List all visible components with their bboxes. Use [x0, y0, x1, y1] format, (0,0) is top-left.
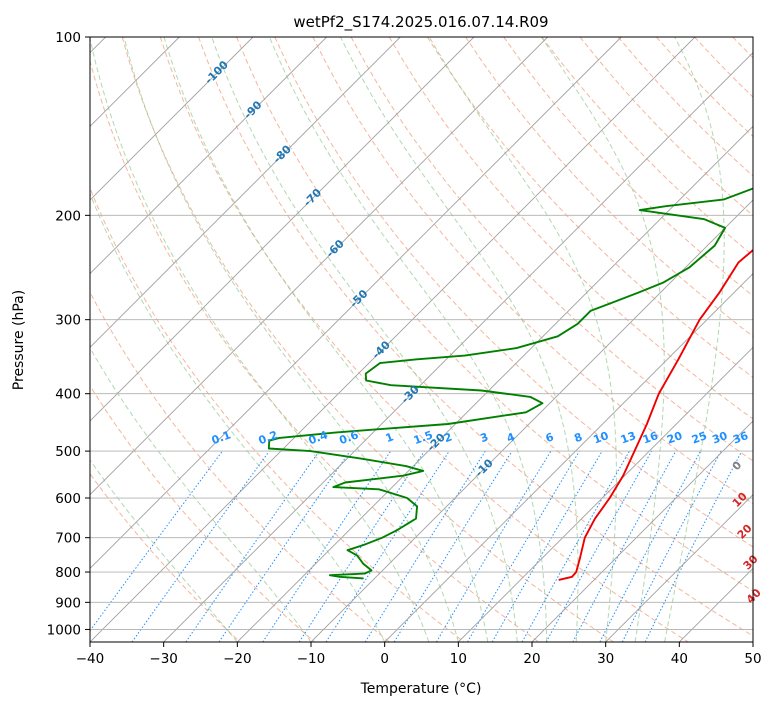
mixing-ratio-label: 30	[710, 429, 729, 447]
mixing-ratio-label: 25	[690, 429, 709, 446]
isotherm-line	[310, 199, 753, 642]
moist-adiabat-line	[211, 37, 518, 642]
isotherm-line	[90, 37, 548, 496]
mixing-ratio-line	[218, 450, 351, 642]
mixing-ratio-line	[185, 450, 320, 642]
isotherm-line	[90, 37, 327, 275]
mixing-ratio-line	[572, 450, 677, 642]
moist-adiabat-line	[340, 37, 579, 642]
y-axis-label: Pressure (hPa)	[11, 290, 27, 390]
moist-adiabat-line	[123, 37, 459, 642]
mixing-ratio-line	[599, 450, 701, 642]
mixing-ratio-label: 3	[478, 430, 490, 445]
mixing-ratio-label: 2	[442, 430, 454, 445]
isotherm-line	[90, 37, 475, 422]
mixing-ratio-label: 1	[384, 430, 396, 445]
mixing-ratio-label: 16	[641, 429, 660, 447]
data-lines	[267, 187, 753, 581]
background-lines	[90, 37, 753, 642]
x-tick-label: −40	[76, 651, 105, 667]
moist-adiabat-line	[269, 37, 548, 642]
y-tick-label: 800	[55, 565, 81, 581]
mixing-ratio-line	[364, 450, 486, 642]
moist-adiabat-line	[90, 192, 386, 642]
dry-adiabat-line	[503, 37, 753, 297]
isotherm-line	[531, 420, 753, 642]
isotherm-line	[384, 273, 753, 642]
mixing-ratio-line	[393, 450, 513, 642]
mixing-ratio-label: 8	[572, 430, 584, 445]
x-tick-label: 50	[744, 651, 761, 667]
mixing-ratio-line	[435, 450, 552, 642]
y-tick-label: 700	[55, 531, 81, 547]
mixing-ratio-label: 4	[505, 430, 517, 445]
isotherm-line	[237, 125, 753, 642]
isotherm-line	[458, 346, 753, 642]
mixing-ratio-label: 6	[544, 430, 556, 445]
mixing-ratio-line	[90, 450, 223, 632]
mixing-ratio-line	[325, 450, 450, 642]
x-tick-label: 20	[523, 651, 540, 667]
mixing-ratio-label: 1.5	[412, 428, 435, 447]
mixing-ratio-label: 13	[619, 429, 638, 446]
dewpoint-line	[267, 187, 753, 580]
x-tick-label: −20	[223, 651, 252, 667]
y-axis: 100 200 300 400 500 600 700 800 900 1000	[47, 30, 90, 638]
mixing-ratio-label: 0.6	[338, 428, 361, 447]
x-tick-label: 30	[597, 651, 614, 667]
dry-adiabat-line	[465, 37, 753, 338]
mixing-ratio-label: 36	[731, 429, 750, 447]
mixing-ratio-line	[621, 450, 722, 642]
moist-adiabat-line	[540, 37, 665, 642]
y-tick-label: 1000	[47, 622, 81, 638]
mixing-ratio-label: 0.1	[210, 428, 233, 447]
x-tick-label: 0	[380, 651, 389, 667]
dry-adiabat-line	[90, 472, 241, 642]
x-tick-label: 40	[671, 651, 688, 667]
moist-adiabat-line	[90, 459, 238, 642]
y-tick-label: 600	[55, 491, 81, 507]
isotherm-line	[90, 37, 622, 569]
y-tick-label: 100	[55, 30, 81, 46]
x-tick-label: −10	[297, 651, 326, 667]
dry-adiabat-line	[426, 37, 753, 378]
mixing-ratio-line	[545, 450, 653, 642]
mixing-ratio-line	[521, 450, 630, 642]
temperature-line	[558, 248, 753, 581]
y-tick-label: 300	[55, 313, 81, 329]
mixing-ratio-label: 0.4	[307, 428, 330, 447]
mixing-ratio-label: 10	[592, 429, 611, 447]
moist-adiabat-line	[163, 37, 489, 642]
mixing-ratio-line	[262, 450, 392, 642]
dry-adiabat-line	[121, 37, 615, 642]
isotherm-line	[90, 37, 401, 348]
y-tick-label: 400	[55, 387, 81, 403]
x-axis-label: Temperature (°C)	[360, 681, 482, 697]
x-tick-label: −30	[149, 651, 178, 667]
dry-adiabat-line	[236, 37, 753, 592]
mixing-ratio-line	[644, 450, 743, 642]
x-tick-label: 10	[450, 651, 467, 667]
mixing-ratio-line	[131, 450, 270, 642]
mixing-ratio-label: 20	[665, 429, 684, 447]
mixing-ratio-label: 0.2	[257, 428, 280, 447]
x-axis: −40 −30 −20 −10 0 10 20 30 40 50	[76, 642, 762, 667]
moist-adiabat-line	[664, 37, 725, 642]
isotherm-line	[90, 37, 254, 201]
dry-adiabat-line	[388, 37, 753, 420]
y-tick-label: 900	[55, 595, 81, 611]
y-tick-label: 200	[55, 208, 81, 224]
y-tick-label: 500	[55, 444, 81, 460]
isotherm-line	[163, 52, 753, 642]
dry-adiabat-line	[90, 384, 316, 642]
isotherm-line	[605, 494, 753, 642]
plot-frame	[89, 36, 754, 643]
isotherm-line	[90, 37, 696, 642]
chart-title: wetPf2_S174.2025.016.07.14.R09	[293, 13, 548, 32]
